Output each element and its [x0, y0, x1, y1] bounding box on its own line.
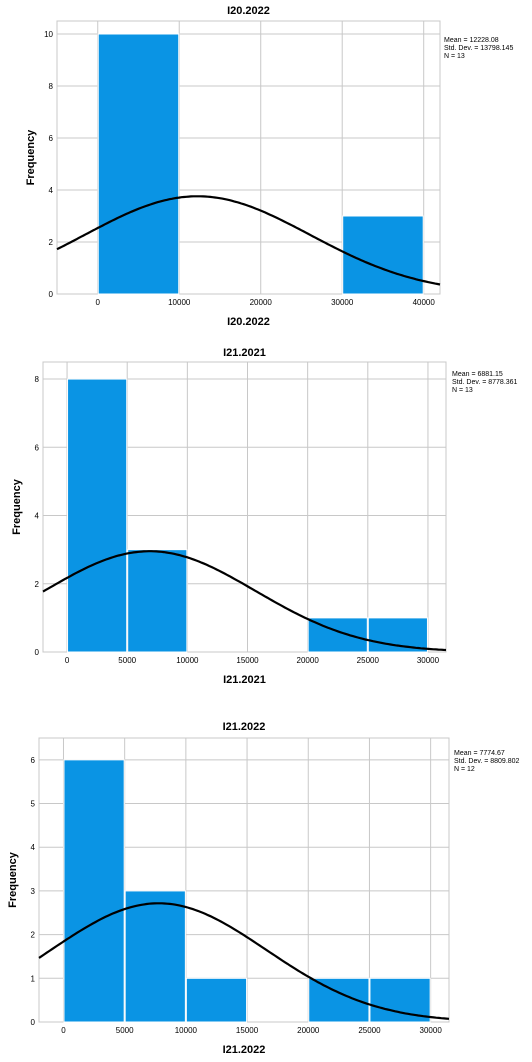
- stats-legend-line: Std. Dev. = 8778.361: [452, 379, 518, 386]
- stats-legend-line: Std. Dev. = 13798.145: [444, 45, 513, 52]
- x-axis-label: I21.2022: [223, 1044, 266, 1056]
- x-tick-label: 20000: [297, 656, 320, 665]
- x-tick-label: 20000: [250, 298, 273, 307]
- y-tick-label: 2: [31, 931, 36, 940]
- y-axis-label: Frequency: [7, 851, 19, 908]
- plot-frame: [56, 20, 441, 295]
- x-tick-label: 30000: [417, 656, 440, 665]
- normal-distribution-curve: [56, 195, 441, 286]
- y-tick-label: 1: [31, 974, 36, 983]
- x-tick-label: 20000: [297, 1026, 320, 1035]
- x-tick-label: 10000: [168, 298, 191, 307]
- x-tick-label: 30000: [331, 298, 354, 307]
- y-tick-label: 4: [35, 512, 40, 521]
- y-tick-label: 0: [49, 290, 54, 299]
- y-axis-label: Frequency: [11, 478, 23, 535]
- y-axis-label: Frequency: [25, 129, 37, 186]
- y-tick-label: 8: [49, 82, 54, 91]
- y-tick-label: 6: [31, 756, 36, 765]
- y-tick-label: 8: [35, 375, 40, 384]
- y-tick-label: 0: [31, 1018, 36, 1027]
- histogram-i21-2022: 0 1 2 3 4 5 6 0 5000 10000 15000 20000 25000 30000 I21…: [7, 721, 520, 1056]
- y-tick-label: 4: [49, 186, 54, 195]
- x-tick-label: 40000: [413, 298, 436, 307]
- x-tick-label: 0: [61, 1026, 66, 1035]
- stats-legend-line: N = 13: [444, 53, 465, 60]
- histogram-i20-2022: 0 2 4 6 8 10 0 10000 20000 30000 40000 I20.2022 I20.…: [25, 5, 513, 328]
- histogram-bar: [67, 378, 128, 653]
- x-tick-label: 0: [96, 298, 101, 307]
- chart-title: I20.2022: [227, 5, 270, 17]
- chart-title: I21.2022: [223, 721, 266, 733]
- stats-legend-line: Mean = 7774.67: [454, 750, 505, 757]
- histogram-bar: [367, 617, 428, 653]
- y-tick-label: 6: [49, 134, 54, 143]
- stats-legend-line: Mean = 6881.15: [452, 371, 503, 378]
- y-tick-label: 0: [35, 648, 40, 657]
- y-tick-label: 3: [31, 887, 36, 896]
- x-tick-label: 5000: [118, 656, 136, 665]
- x-tick-label: 0: [65, 656, 70, 665]
- x-tick-label: 25000: [358, 1026, 381, 1035]
- plot-frame: [42, 361, 447, 653]
- histogram-bar: [63, 759, 125, 1023]
- normal-distribution-curve: [42, 550, 447, 652]
- x-tick-label: 15000: [236, 656, 259, 665]
- normal-distribution-curve: [38, 902, 450, 1020]
- x-axis-label: I20.2022: [227, 316, 270, 328]
- x-tick-label: 15000: [236, 1026, 259, 1035]
- y-tick-label: 2: [49, 238, 54, 247]
- stats-legend-line: N = 12: [454, 766, 475, 773]
- stats-legend-line: N = 13: [452, 387, 473, 394]
- x-tick-label: 5000: [116, 1026, 134, 1035]
- x-tick-label: 10000: [176, 656, 199, 665]
- histogram-bar: [342, 215, 424, 295]
- histogram-bar: [127, 549, 188, 653]
- y-tick-label: 6: [35, 443, 40, 452]
- x-tick-label: 10000: [175, 1026, 198, 1035]
- histogram-bar: [185, 977, 248, 1023]
- stats-legend-line: Mean = 12228.08: [444, 37, 499, 44]
- y-tick-label: 10: [44, 30, 53, 39]
- y-tick-label: 2: [35, 580, 40, 589]
- x-axis-label: I21.2021: [223, 674, 266, 686]
- y-tick-label: 4: [31, 843, 36, 852]
- histogram-i21-2021: 0 2 4 6 8 0 5000 10000 15000 20000 25000 30000 I21.2…: [11, 347, 518, 686]
- chart-title: I21.2021: [223, 347, 266, 359]
- histogram-bar: [124, 890, 186, 1023]
- y-tick-label: 5: [31, 800, 36, 809]
- histogram-bar: [97, 33, 180, 295]
- stats-legend-line: Std. Dev. = 8809.802: [454, 758, 520, 765]
- x-tick-label: 30000: [420, 1026, 443, 1035]
- x-tick-label: 25000: [357, 656, 380, 665]
